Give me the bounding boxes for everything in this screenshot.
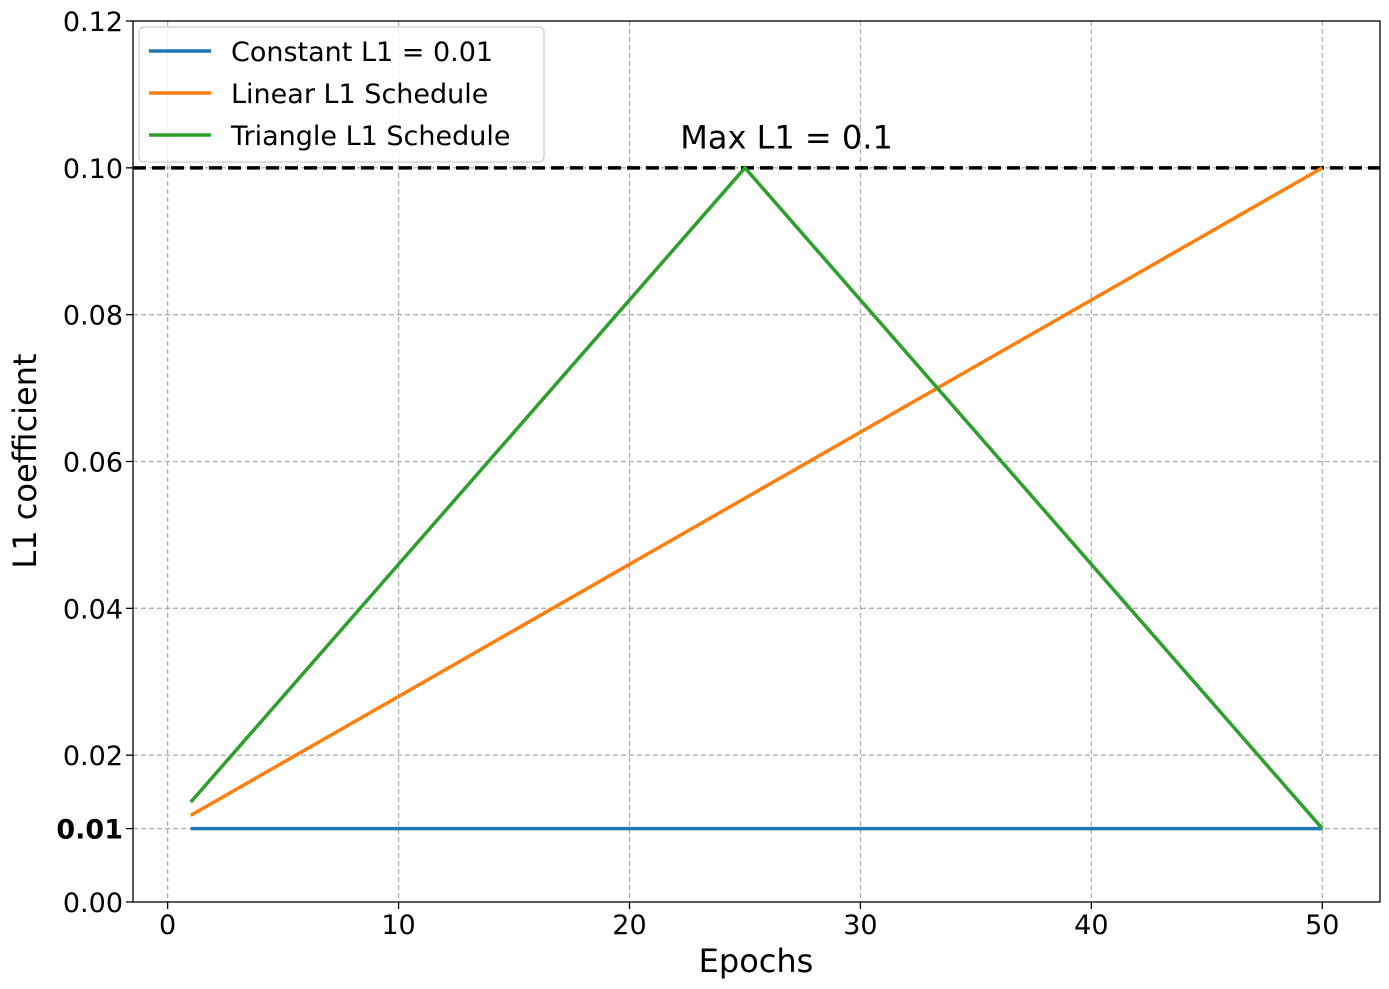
y-tick-label: 0.02 <box>63 741 123 772</box>
x-tick-label: 20 <box>612 910 646 941</box>
y-tick-label: 0.01 <box>56 815 123 846</box>
y-tick-label: 0.06 <box>63 448 123 479</box>
legend-box <box>138 26 545 163</box>
max-annotation: Max L1 = 0.1 <box>680 118 893 156</box>
legend-label-triangle: Triangle L1 Schedule <box>230 121 511 152</box>
x-axis-label: Epochs <box>699 942 814 980</box>
x-tick-label: 10 <box>381 910 415 941</box>
series-line-triangle <box>189 165 1324 830</box>
legend-label-linear: Linear L1 Schedule <box>231 79 488 110</box>
x-tick-label: 40 <box>1074 910 1108 941</box>
x-tick-label: 0 <box>159 910 176 941</box>
legend-label-constant: Constant L1 = 0.01 <box>231 37 493 68</box>
y-tick-label: 0.08 <box>63 301 123 332</box>
series-layer <box>189 165 1324 831</box>
y-tick-label: 0.04 <box>63 594 123 625</box>
y-ticks: 0.00 0.01 0.02 0.04 0.06 0.08 0.10 0.12 <box>56 7 133 919</box>
legend: Constant L1 = 0.01 Linear L1 Schedule Tr… <box>138 26 545 163</box>
y-tick-label: 0.12 <box>63 7 123 38</box>
x-ticks: 0 10 20 30 40 50 <box>159 902 1339 941</box>
y-tick-label: 0.00 <box>63 888 123 919</box>
y-axis-label: L1 coefficient <box>6 353 44 568</box>
x-tick-label: 30 <box>843 910 877 941</box>
series-line-linear <box>189 166 1324 817</box>
x-tick-label: 50 <box>1305 910 1339 941</box>
y-tick-label: 0.10 <box>63 154 123 185</box>
